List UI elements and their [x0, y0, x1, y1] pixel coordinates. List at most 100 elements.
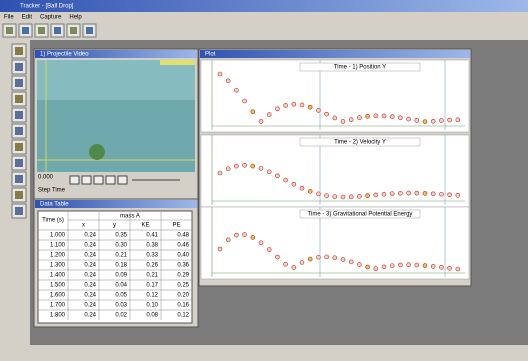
table-cell: 0.24 [84, 273, 96, 279]
plot-marker [243, 163, 247, 167]
plot-marker [259, 166, 263, 170]
plot-marker [415, 263, 419, 267]
tool-icon [70, 27, 77, 34]
plot-marker [415, 191, 419, 195]
plot-marker [407, 263, 411, 267]
plot-marker [333, 116, 337, 120]
table-cell: 0.35 [115, 233, 127, 239]
menu-item[interactable]: Capture [40, 15, 62, 21]
table-cell: 0.24 [84, 233, 96, 239]
plot-marker [218, 247, 222, 251]
table-cell: 0.24 [84, 283, 96, 289]
table-cell: 1.400 [50, 273, 66, 279]
plot-marker [308, 189, 312, 193]
side-icon [15, 95, 23, 103]
plot-marker [275, 174, 279, 178]
step-label: Step Time [38, 188, 66, 194]
plot-marker [439, 265, 443, 269]
table-cell: 0.24 [84, 263, 96, 269]
plot-marker [243, 233, 247, 237]
title-bar [0, 0, 528, 12]
table-cell: 0.24 [84, 243, 96, 249]
ball [89, 144, 105, 160]
table-cell: 1.100 [50, 243, 66, 249]
menu-item[interactable]: Edit [22, 15, 33, 21]
back-button[interactable] [106, 176, 115, 184]
column-header: x [82, 223, 85, 229]
frame-readout: 0.000 [38, 175, 54, 181]
plot-marker [226, 167, 230, 171]
step-button[interactable] [82, 176, 91, 184]
side-icon [15, 143, 23, 151]
plot-marker [366, 265, 370, 269]
plot-marker [292, 182, 296, 186]
tool-icon [38, 27, 45, 34]
table-cell: 0.17 [146, 283, 158, 289]
plot-title-bar [200, 50, 470, 58]
play-button[interactable] [70, 176, 79, 184]
tool-icon [6, 27, 13, 34]
side-icon [15, 207, 23, 215]
plot-marker [398, 263, 402, 267]
column-header: y [113, 223, 116, 229]
table-cell: 0.18 [115, 263, 127, 269]
plot-marker [456, 118, 460, 122]
plot-marker [439, 119, 443, 123]
table-cell: 0.12 [177, 313, 189, 319]
table-cell: 0.29 [177, 273, 189, 279]
table-cell: 1.000 [50, 233, 66, 239]
plot-marker [308, 105, 312, 109]
plot-marker [251, 235, 255, 239]
table-cell: 0.24 [84, 303, 96, 309]
reset-button[interactable] [94, 176, 103, 184]
loop-button[interactable] [118, 176, 127, 184]
plot-marker [448, 266, 452, 270]
plot-marker [316, 108, 320, 112]
table-cell: 0.38 [146, 243, 158, 249]
plot-marker [275, 255, 279, 259]
table-cell: 0.48 [177, 233, 189, 239]
plot-marker [423, 264, 427, 268]
plot-marker [316, 255, 320, 259]
plot-marker [382, 192, 386, 196]
plot-marker [259, 119, 263, 123]
table-cell: 0.09 [115, 273, 127, 279]
plot-marker [325, 255, 329, 259]
window-title: Tracker - [Ball Drop] [20, 4, 74, 10]
plot-marker [218, 171, 222, 175]
plot-marker [218, 72, 222, 76]
menu-item[interactable]: Help [69, 15, 82, 21]
plot-marker [431, 264, 435, 268]
plot-marker [374, 193, 378, 197]
tool-icon [86, 27, 93, 34]
plot-marker [407, 117, 411, 121]
plot-marker [234, 88, 238, 92]
table-cell: 0.36 [177, 263, 189, 269]
plot-marker [333, 256, 337, 260]
plot-marker [390, 115, 394, 119]
video-wall [37, 60, 195, 100]
table-cell: 1.800 [50, 313, 66, 319]
table-cell: 0.33 [146, 253, 158, 259]
plot-marker [234, 233, 238, 237]
table-title: Data Table [40, 202, 69, 208]
plot-marker [300, 260, 304, 264]
plot-marker [267, 113, 271, 117]
plot-marker [341, 195, 345, 199]
plot-marker [275, 107, 279, 111]
plot-marker [415, 118, 419, 122]
plot-marker [423, 191, 427, 195]
table-cell: 1.600 [50, 293, 66, 299]
menu-item[interactable]: File [4, 15, 14, 21]
screen: Tracker - [Ball Drop] File Edit Capture Hel… [0, 0, 528, 361]
side-icon [15, 47, 23, 55]
column-header: Time (s) [42, 218, 64, 224]
plot-marker [374, 267, 378, 271]
plot-marker [398, 116, 402, 120]
plot-marker [357, 194, 361, 198]
plot-marker [292, 265, 296, 269]
plot-marker [251, 110, 255, 114]
column-header: KE [141, 223, 149, 229]
side-icon [15, 175, 23, 183]
